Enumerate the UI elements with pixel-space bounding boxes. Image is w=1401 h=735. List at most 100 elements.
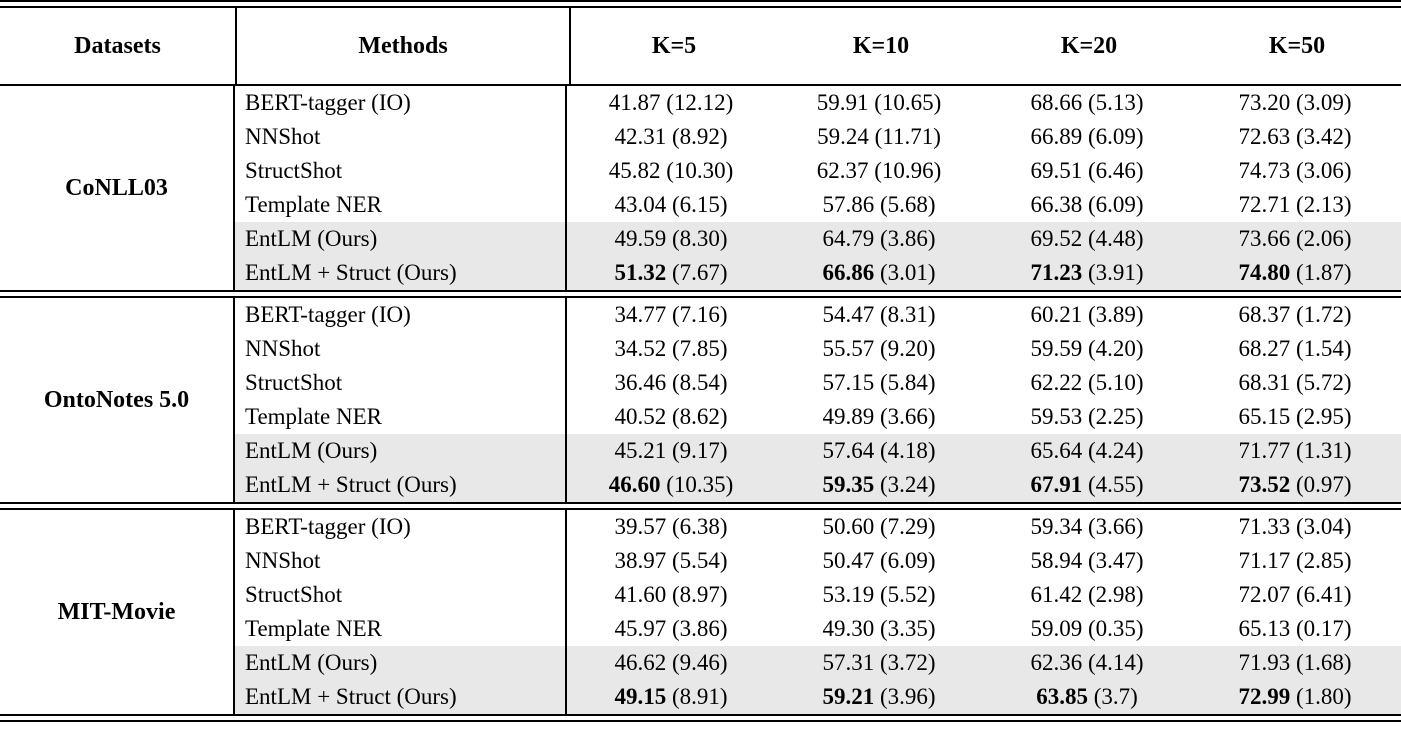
score-cell-k10: 50.47 (6.09)	[775, 544, 983, 578]
score-mean: 43.04	[614, 192, 667, 217]
score-std: (6.41)	[1295, 582, 1352, 607]
score-cell-k50: 73.66 (2.06)	[1191, 222, 1399, 256]
score-mean: 72.99	[1238, 684, 1291, 709]
score-mean: 72.63	[1238, 124, 1291, 149]
score-mean: 54.47	[822, 302, 875, 327]
score-cell-k10: 66.86 (3.01)	[775, 256, 983, 290]
score-mean: 61.42	[1030, 582, 1083, 607]
score-cell-k50: 72.07 (6.41)	[1191, 578, 1399, 612]
score-std: (9.20)	[879, 336, 936, 361]
score-mean: 55.57	[822, 336, 875, 361]
score-mean: 67.91	[1030, 472, 1083, 497]
method-cell: Template NER	[235, 612, 567, 646]
score-std: (11.71)	[874, 124, 941, 149]
score-std: (3.06)	[1295, 158, 1352, 183]
section-separator-rule	[0, 290, 1401, 298]
score-cell-k10: 59.91 (10.65)	[775, 86, 983, 120]
score-cell-k5: 41.60 (8.97)	[567, 578, 775, 612]
score-mean: 71.93	[1238, 650, 1291, 675]
score-mean: 45.21	[614, 438, 667, 463]
score-std: (5.52)	[879, 582, 936, 607]
score-mean: 53.19	[822, 582, 875, 607]
score-std: (8.54)	[671, 370, 728, 395]
section-rows: BERT-tagger (IO) 39.57 (6.38) 50.60 (7.29)…	[235, 510, 1401, 714]
method-cell: BERT-tagger (IO)	[235, 510, 567, 544]
score-mean: 60.21	[1030, 302, 1083, 327]
table-body: CoNLL03 BERT-tagger (IO) 41.87 (12.12) 59.9…	[0, 86, 1401, 722]
score-cell-k50: 71.93 (1.68)	[1191, 646, 1399, 680]
score-cell-k20: 66.38 (6.09)	[983, 188, 1191, 222]
score-cell-k5: 41.87 (12.12)	[567, 86, 775, 120]
score-mean: 40.52	[614, 404, 667, 429]
score-mean: 41.87	[608, 90, 661, 115]
score-cell-k5: 42.31 (8.92)	[567, 120, 775, 154]
score-mean: 68.37	[1238, 302, 1291, 327]
score-std: (6.15)	[671, 192, 728, 217]
score-mean: 49.15	[614, 684, 667, 709]
score-cell-k20: 68.66 (5.13)	[983, 86, 1191, 120]
score-std: (6.09)	[1087, 192, 1144, 217]
bottom-double-rule	[0, 714, 1401, 722]
score-cell-k50: 73.52 (0.97)	[1191, 468, 1399, 502]
table-row: NNShot 38.97 (5.54) 50.47 (6.09) 58.94 (3.4…	[235, 544, 1401, 578]
score-std: (8.30)	[671, 226, 728, 251]
score-std: (5.54)	[671, 548, 728, 573]
score-mean: 68.27	[1238, 336, 1291, 361]
score-cell-k10: 57.15 (5.84)	[775, 366, 983, 400]
score-mean: 34.52	[614, 336, 667, 361]
score-mean: 50.60	[822, 514, 875, 539]
table-row: StructShot 45.82 (10.30) 62.37 (10.96) 69.5…	[235, 154, 1401, 188]
score-mean: 73.52	[1238, 472, 1291, 497]
score-cell-k50: 72.63 (3.42)	[1191, 120, 1399, 154]
score-mean: 69.52	[1030, 226, 1083, 251]
score-cell-k50: 72.71 (2.13)	[1191, 188, 1399, 222]
method-cell: NNShot	[235, 544, 567, 578]
score-mean: 71.23	[1030, 260, 1083, 285]
score-std: (10.65)	[874, 90, 942, 115]
score-std: (5.13)	[1087, 90, 1144, 115]
score-std: (3.24)	[879, 472, 936, 497]
score-cell-k20: 59.53 (2.25)	[983, 400, 1191, 434]
score-cell-k5: 46.62 (9.46)	[567, 646, 775, 680]
table-row: Template NER 43.04 (6.15) 57.86 (5.68) 66.3…	[235, 188, 1401, 222]
score-mean: 65.64	[1030, 438, 1083, 463]
score-mean: 49.89	[822, 404, 875, 429]
score-cell-k20: 62.36 (4.14)	[983, 646, 1191, 680]
method-cell: StructShot	[235, 366, 567, 400]
score-cell-k20: 67.91 (4.55)	[983, 468, 1191, 502]
score-std: (3.01)	[879, 260, 936, 285]
method-cell: NNShot	[235, 332, 567, 366]
score-mean: 72.07	[1238, 582, 1291, 607]
score-std: (2.85)	[1295, 548, 1352, 573]
section-rows: BERT-tagger (IO) 41.87 (12.12) 59.91 (10.6…	[235, 86, 1401, 290]
score-std: (4.48)	[1087, 226, 1144, 251]
header-cell-k20: K=20	[1060, 33, 1118, 59]
method-cell: BERT-tagger (IO)	[235, 298, 567, 332]
score-mean: 59.53	[1030, 404, 1083, 429]
score-mean: 65.15	[1238, 404, 1291, 429]
score-mean: 69.51	[1030, 158, 1083, 183]
score-std: (12.12)	[666, 90, 734, 115]
score-mean: 59.09	[1030, 616, 1083, 641]
score-cell-k10: 57.64 (4.18)	[775, 434, 983, 468]
score-cell-k50: 74.80 (1.87)	[1191, 256, 1399, 290]
score-std: (9.46)	[671, 650, 728, 675]
method-cell: EntLM + Struct (Ours)	[235, 680, 567, 714]
score-cell-k5: 45.21 (9.17)	[567, 434, 775, 468]
score-std: (3.35)	[879, 616, 936, 641]
score-std: (2.06)	[1295, 226, 1352, 251]
score-std: (2.95)	[1295, 404, 1352, 429]
score-cell-k5: 34.52 (7.85)	[567, 332, 775, 366]
score-std: (4.55)	[1087, 472, 1144, 497]
score-mean: 34.77	[614, 302, 667, 327]
table-row: EntLM + Struct (Ours) 51.32 (7.67) 66.86 (…	[235, 256, 1401, 290]
score-cell-k50: 74.73 (3.06)	[1191, 154, 1399, 188]
score-std: (3.7)	[1093, 684, 1138, 709]
score-std: (7.16)	[671, 302, 728, 327]
score-cell-k10: 62.37 (10.96)	[775, 154, 983, 188]
section-rows: BERT-tagger (IO) 34.77 (7.16) 54.47 (8.31)…	[235, 298, 1401, 502]
score-cell-k20: 71.23 (3.91)	[983, 256, 1191, 290]
score-std: (5.10)	[1087, 370, 1144, 395]
table-header-row: Datasets Methods K=5 K=10 K=20 K=50	[0, 8, 1401, 84]
score-std: (3.89)	[1087, 302, 1144, 327]
